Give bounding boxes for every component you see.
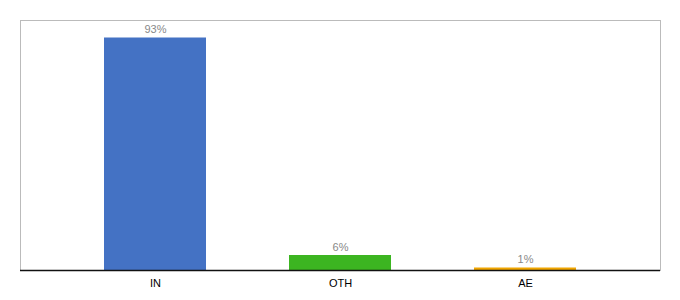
svg-text:1%: 1% [518,253,534,265]
svg-text:IN: IN [150,277,161,289]
svg-text:AE: AE [518,277,533,289]
svg-text:OTH: OTH [329,277,352,289]
svg-text:93%: 93% [144,23,166,35]
svg-text:6%: 6% [333,241,349,253]
